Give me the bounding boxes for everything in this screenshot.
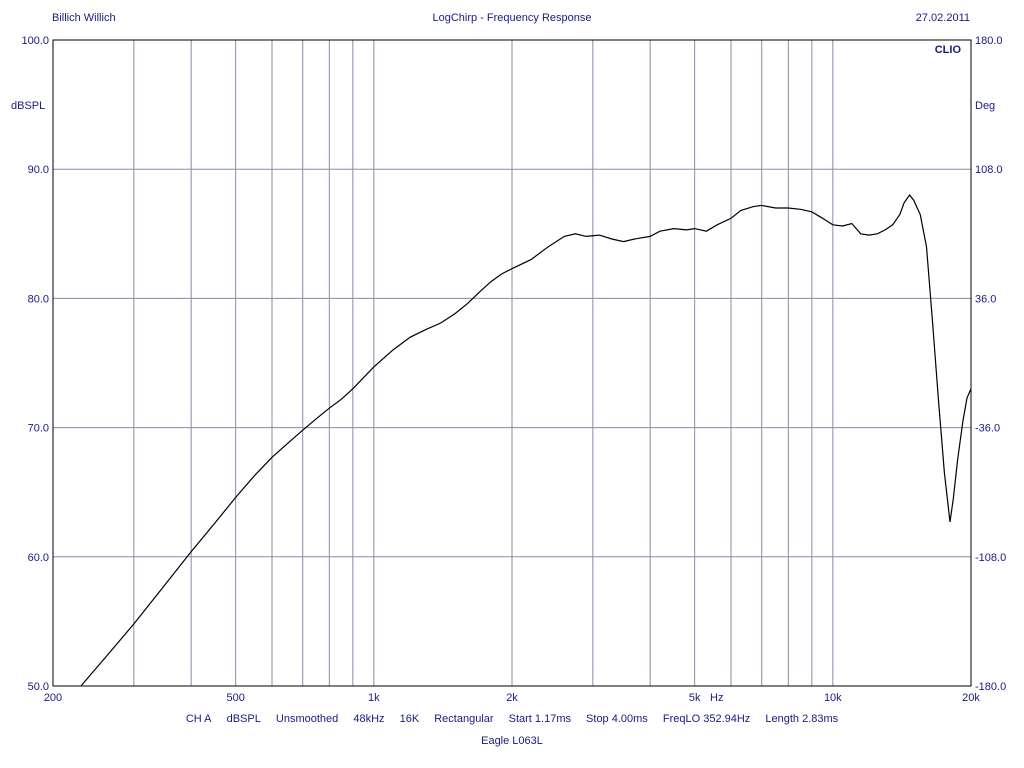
measurement-settings: CH A dBSPL Unsmoothed 48kHz 16K Rectangu… xyxy=(0,713,1024,725)
footer-samplerate: 48kHz xyxy=(353,713,385,725)
y-axis-label: dBSPL xyxy=(11,100,45,112)
x-tick-label: 2k xyxy=(506,692,518,704)
footer-channel: CH A xyxy=(185,713,212,725)
y-tick-label: 50.0 xyxy=(28,681,49,693)
y-tick-label: 90.0 xyxy=(28,164,49,176)
y2-axis-label: Deg xyxy=(975,100,995,112)
header-date: 27.02.2011 xyxy=(915,12,970,24)
y-tick-label: 70.0 xyxy=(28,423,49,435)
footer-window: Rectangular xyxy=(434,713,494,725)
y-tick-label: 100.0 xyxy=(21,35,49,47)
chart-title: LogChirp - Frequency Response xyxy=(432,12,592,24)
grid-lines xyxy=(53,40,971,686)
footer-start: Start 1.17ms xyxy=(508,713,571,725)
x-tick-label: 200 xyxy=(44,692,62,704)
header-left-text: Billich Willich xyxy=(52,12,116,24)
footer-stop: Stop 4.00ms xyxy=(586,713,648,725)
y2-tick-label: 36.0 xyxy=(975,293,996,305)
plot-frame xyxy=(52,39,972,687)
brand-label: CLIO xyxy=(935,44,962,56)
x-tick-label: 1k xyxy=(368,692,380,704)
x-axis-label: Hz xyxy=(710,692,723,704)
footer-freqlo: FreqLO 352.94Hz xyxy=(662,713,751,725)
y2-tick-label: -180.0 xyxy=(975,681,1006,693)
x-tick-label: 10k xyxy=(824,692,842,704)
y-tick-label: 60.0 xyxy=(28,552,49,564)
x-tick-label: 500 xyxy=(226,692,244,704)
x-tick-label: 20k xyxy=(962,692,980,704)
y-tick-label: 80.0 xyxy=(28,293,49,305)
footer-unit: dBSPL xyxy=(226,713,261,725)
series-line-spl xyxy=(80,193,972,687)
footer-smoothing: Unsmoothed xyxy=(275,713,339,725)
footer-length: Length 2.83ms xyxy=(765,713,839,725)
y2-tick-label: -108.0 xyxy=(975,552,1006,564)
footer-title: Eagle L063L xyxy=(481,735,543,747)
y2-tick-label: 108.0 xyxy=(975,164,1003,176)
axis-labels: 100.0 90.0 80.0 70.0 60.0 50.0 180.0 108.0 36.0 -… xyxy=(11,35,1006,704)
y2-tick-label: 180.0 xyxy=(975,35,1003,47)
y2-tick-label: -36.0 xyxy=(975,423,1000,435)
footer-size: 16K xyxy=(399,713,420,725)
x-tick-label: 5k xyxy=(689,692,701,704)
